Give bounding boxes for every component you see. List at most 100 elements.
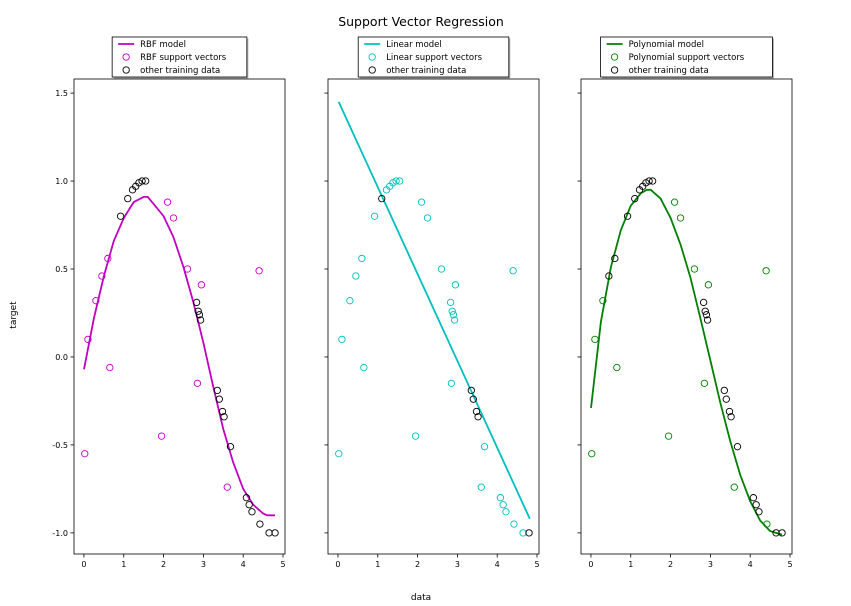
support-vector-point (447, 379, 456, 388)
y-tick-label: -1.0 (52, 529, 68, 538)
training-data-point (778, 529, 786, 537)
support-vector-point (670, 198, 679, 206)
support-vector-point (509, 267, 517, 275)
support-vector-point (451, 281, 460, 289)
training-data-point (195, 311, 204, 319)
legend-support-label: Polynomial support vectors (629, 53, 745, 63)
legend: Polynomial model Polynomial support vecto… (600, 36, 774, 79)
support-vector-point (762, 267, 770, 275)
y-tick-label: 0.0 (55, 353, 68, 362)
x-tick-label: 2 (161, 560, 166, 569)
support-vector-point (255, 267, 263, 275)
support-vector-point (437, 265, 446, 273)
support-vector-point (499, 501, 507, 509)
legend-support-swatch (610, 53, 619, 61)
support-vector-point (446, 298, 455, 307)
y-tick-label: -0.5 (52, 441, 68, 450)
support-vector-point (704, 281, 713, 289)
support-vector-point (392, 177, 400, 185)
support-vector-point (510, 520, 518, 528)
support-vector-point (183, 265, 192, 273)
axes-frame (580, 78, 793, 555)
subplots-group: 0 1 2 3 4 5 1.5 1.0 0.5 0.0 -0.5 -1.0 RBF model RBF s… (52, 36, 793, 569)
training-data-point (215, 395, 223, 403)
x-tick-label: 1 (628, 560, 633, 569)
training-data-point (248, 508, 256, 516)
support-vector-point (223, 483, 231, 491)
subplot-2: 0 1 2 3 4 5 Linear model Linear support vectors… (324, 36, 540, 569)
support-vector-point (169, 214, 178, 222)
training-data-point (702, 311, 711, 319)
training-data-point (725, 407, 734, 416)
support-vector-point (519, 529, 527, 537)
training-data-point (701, 307, 709, 315)
support-vector-point (163, 198, 172, 206)
legend: Linear model Linear support vectors other … (357, 36, 511, 79)
x-tick-label: 3 (708, 560, 713, 569)
legend-model-label: Polynomial model (629, 40, 704, 50)
training-data-point (733, 443, 742, 451)
x-tick-label: 0 (335, 560, 340, 569)
support-vector-point (358, 254, 366, 263)
support-vector-point (449, 311, 458, 319)
support-vector-point (417, 198, 426, 206)
training-data-point (649, 177, 657, 185)
model-line (590, 188, 783, 536)
training-data-point (755, 508, 763, 516)
legend-box (600, 36, 773, 78)
x-tick-label: 2 (415, 560, 420, 569)
figure-title: Support Vector Regression (338, 14, 504, 29)
support-vector-point (700, 379, 709, 388)
training-data-point (265, 529, 273, 537)
support-vector-point (588, 450, 596, 458)
x-tick-label: 4 (495, 560, 500, 569)
legend-other-swatch (122, 66, 130, 74)
training-data-point (213, 386, 221, 395)
training-data-point (142, 177, 150, 185)
training-data-point (124, 194, 132, 203)
legend-support-swatch (122, 53, 130, 61)
support-vector-point (197, 281, 206, 289)
y-axis-label: target (9, 301, 19, 329)
support-vector-point (690, 265, 699, 273)
training-data-point (220, 413, 228, 421)
support-vector-point (613, 363, 621, 372)
support-vector-point (92, 297, 100, 305)
axes-frame (73, 78, 286, 555)
support-vector-point (338, 335, 346, 344)
x-tick-label: 0 (81, 560, 86, 569)
training-data-point (722, 395, 730, 403)
legend-model-label: Linear model (386, 40, 442, 50)
x-tick-label: 4 (748, 560, 753, 569)
training-data-point (645, 177, 653, 185)
training-data-point (192, 298, 201, 307)
legend-support-label: Linear support vectors (386, 53, 482, 63)
model-line (83, 195, 275, 517)
x-axis-label: data (411, 593, 431, 603)
legend-model-label: RBF model (140, 40, 186, 50)
support-vector-point (599, 297, 607, 305)
x-tick-label: 5 (787, 560, 792, 569)
x-tick-label: 0 (588, 560, 593, 569)
training-data-point (752, 501, 760, 509)
support-vector-point (450, 316, 459, 324)
legend-other-label: other training data (629, 66, 709, 76)
legend: RBF model RBF support vectors other traini… (111, 36, 249, 79)
training-data-point (245, 501, 253, 509)
support-vector-point (352, 272, 360, 280)
legend-support-label: RBF support vectors (140, 53, 227, 63)
training-data-point (631, 194, 639, 203)
training-data-point (749, 494, 758, 502)
training-data-point (703, 316, 712, 324)
legend-support-swatch (368, 53, 376, 61)
training-data-point (116, 212, 125, 220)
training-data-point (196, 316, 205, 324)
support-vector-point (480, 443, 489, 451)
legend-other-label: other training data (386, 66, 466, 76)
support-vector-point (730, 483, 738, 491)
training-data-point (194, 307, 202, 315)
support-vector-point (477, 483, 485, 491)
support-vector-point (763, 520, 771, 528)
training-data-point (226, 443, 235, 451)
